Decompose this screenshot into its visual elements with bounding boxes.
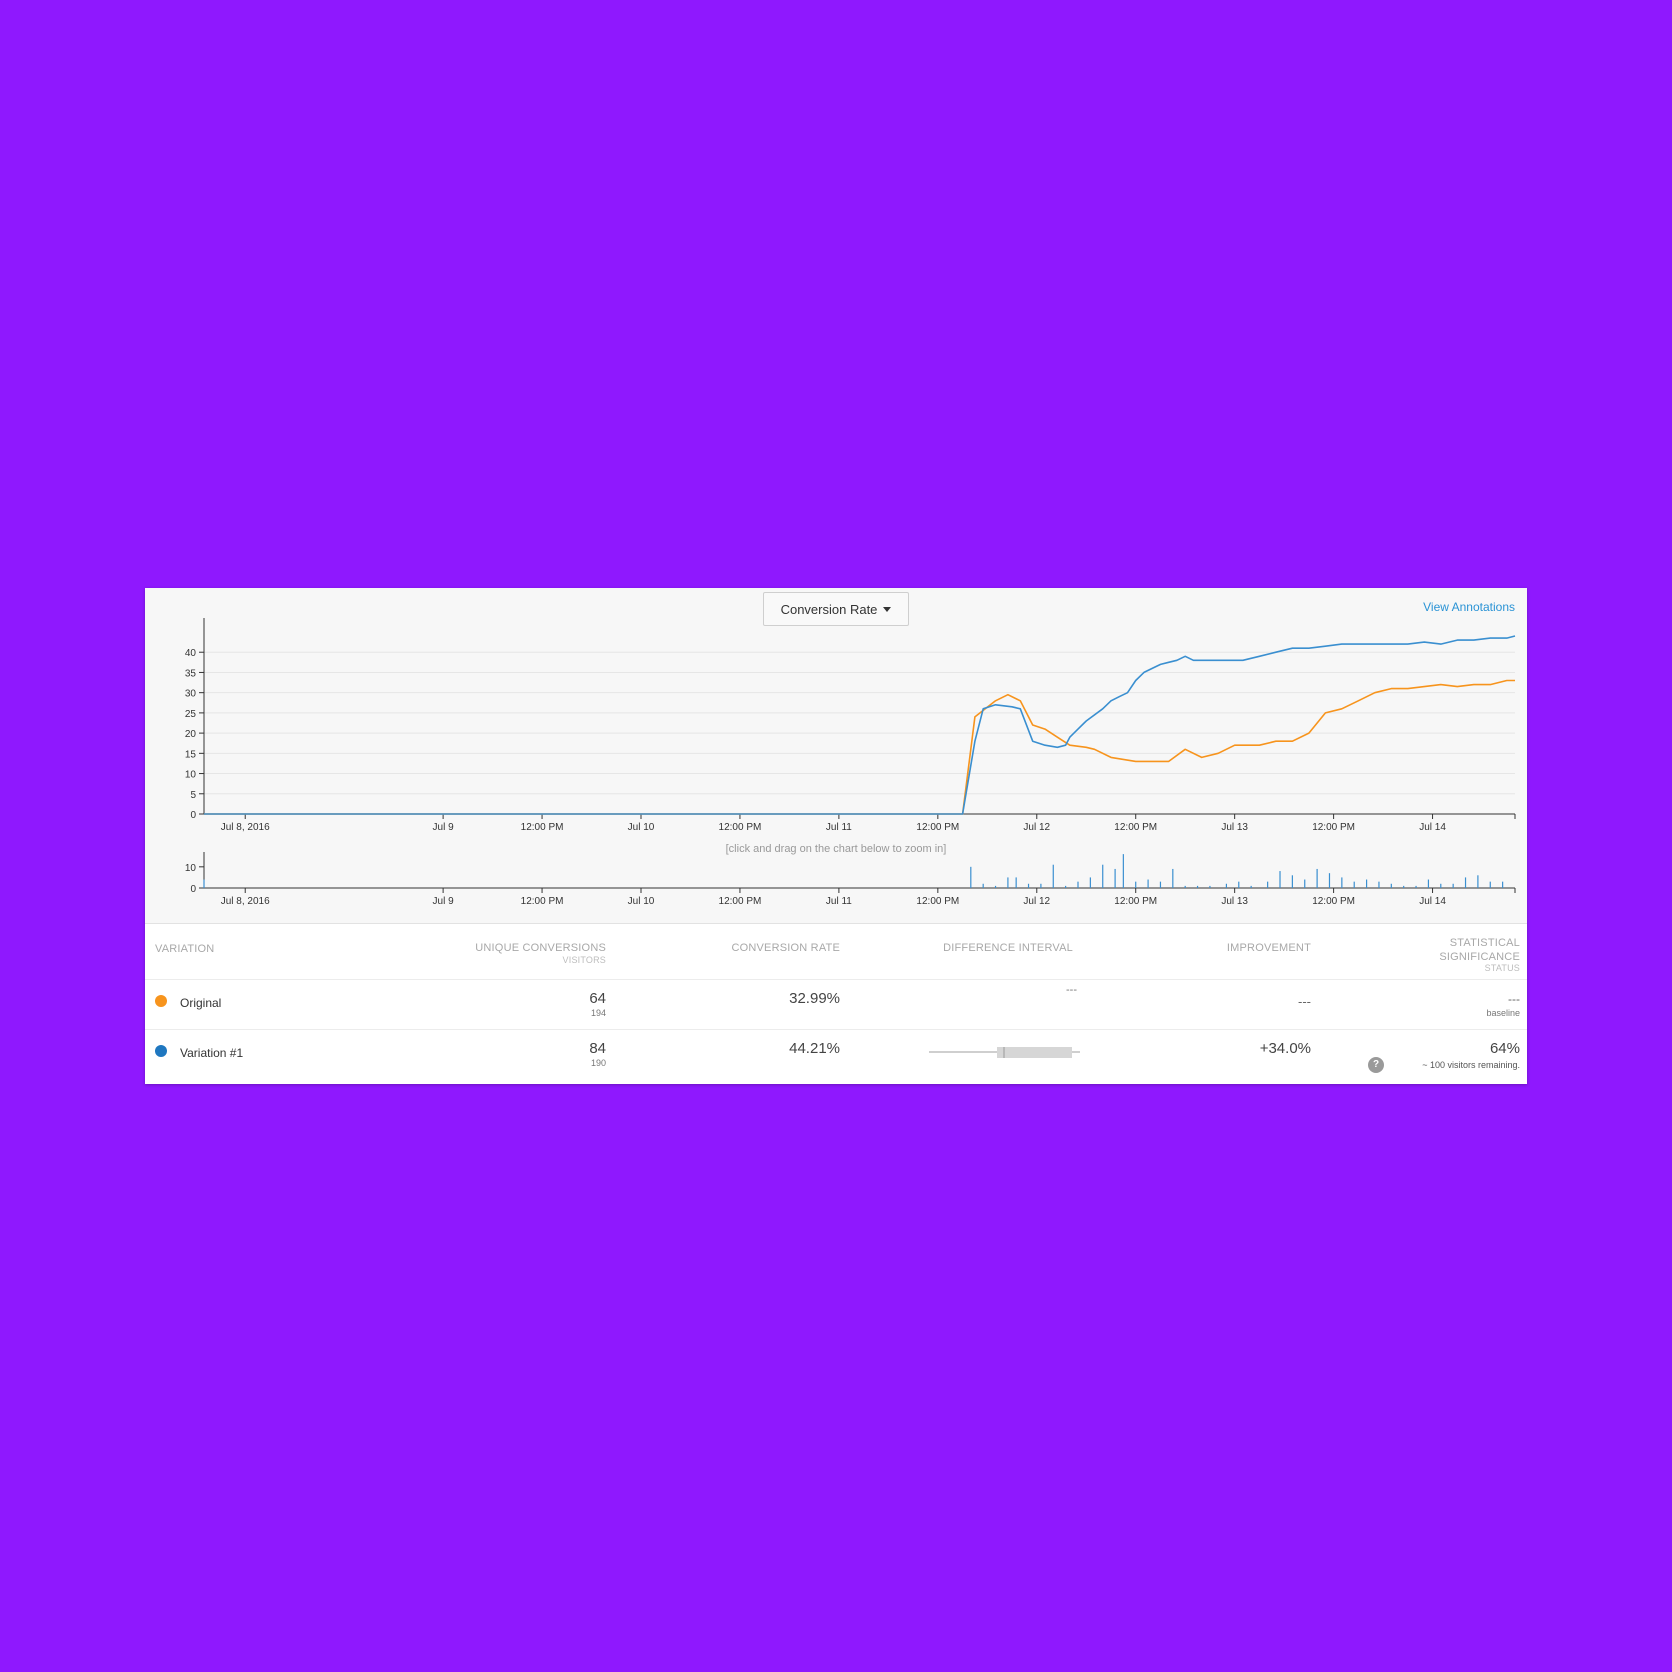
nav-x-tick-label: 12:00 PM [1114, 896, 1157, 907]
x-tick-label: 12:00 PM [719, 822, 762, 833]
nav-x-tick-label: Jul 13 [1221, 896, 1248, 907]
zoom-hint: [click and drag on the chart below to zo… [725, 843, 947, 855]
y-tick-label: 25 [185, 709, 197, 720]
nav-x-tick-label: 12:00 PM [719, 896, 762, 907]
conversions-value: 84 [589, 1040, 606, 1057]
nav-x-tick-label: Jul 8, 2016 [221, 896, 270, 907]
variation-name: Variation #1 [180, 1046, 244, 1060]
table-header: VARIATION UNIQUE CONVERSIONS VISITORS CO… [145, 923, 1527, 980]
y-tick-label: 10 [185, 770, 197, 781]
header-variation: VARIATION [155, 943, 215, 955]
y-tick-label: 35 [185, 668, 197, 679]
caret-down-icon [883, 606, 892, 612]
x-tick-label: Jul 9 [433, 822, 455, 833]
status-text: baseline [1486, 1008, 1520, 1018]
nav-x-tick-label: 12:00 PM [1312, 896, 1355, 907]
original-color-dot [155, 995, 167, 1007]
variation-series-line [204, 635, 1516, 815]
y-tick-label: 0 [190, 810, 196, 821]
x-tick-label: Jul 10 [628, 822, 655, 833]
y-tick-label: 30 [185, 689, 197, 700]
header-significance-line1: STATISTICAL [1449, 937, 1520, 949]
nav-y-tick-label: 0 [190, 884, 196, 895]
x-tick-label: Jul 13 [1221, 822, 1248, 833]
improvement-value: +34.0% [1259, 1040, 1311, 1057]
difference-interval-bar[interactable] [925, 1044, 1085, 1060]
nav-x-tick-label: Jul 12 [1023, 896, 1050, 907]
y-tick-label: 5 [190, 790, 196, 801]
x-tick-label: 12:00 PM [916, 822, 959, 833]
visitors-value: 190 [590, 1058, 606, 1068]
conversion-rate-value: 32.99% [789, 990, 840, 1007]
improvement-value: --- [1298, 994, 1311, 1009]
chart-area: Conversion Rate View Annotations 0 5 10 15 2… [145, 588, 1527, 924]
table-row[interactable]: Variation #1 84 190 44.21% +34.0% 64% ? … [145, 1030, 1527, 1079]
header-conversion-rate: CONVERSION RATE [731, 942, 840, 954]
results-card: Conversion Rate View Annotations 0 5 10 15 2… [145, 588, 1527, 1084]
header-visitors-label: VISITORS [562, 955, 606, 965]
metric-dropdown-button[interactable]: Conversion Rate [763, 592, 909, 626]
nav-x-tick-label: Jul 14 [1419, 896, 1446, 907]
nav-x-tick-label: Jul 10 [628, 896, 655, 907]
header-difference-interval: DIFFERENCE INTERVAL [943, 942, 1073, 954]
x-tick-label: Jul 12 [1023, 822, 1050, 833]
y-tick-label: 20 [185, 729, 197, 740]
table-row[interactable]: Original 64 194 32.99% --- --- --- basel… [145, 980, 1527, 1030]
nav-x-tick-label: Jul 11 [826, 896, 852, 907]
header-improvement: IMPROVEMENT [1226, 942, 1311, 954]
x-tick-label: Jul 8, 2016 [221, 822, 270, 833]
visitors-value: 194 [590, 1008, 606, 1018]
x-tick-label: 12:00 PM [521, 822, 564, 833]
view-annotations-link[interactable]: View Annotations [1423, 600, 1515, 614]
header-significance: STATISTICAL SIGNIFICANCE STATUS [1439, 936, 1520, 975]
y-tick-label: 40 [185, 648, 197, 659]
nav-y-tick-label: 10 [185, 863, 197, 874]
header-conversions: UNIQUE CONVERSIONS VISITORS [475, 942, 606, 965]
original-series-line [204, 679, 1515, 815]
significance-value: --- [1508, 992, 1520, 1006]
x-tick-label: Jul 11 [826, 822, 852, 833]
help-icon[interactable]: ? [1368, 1057, 1384, 1073]
conversion-rate-chart[interactable]: 0 5 10 15 20 25 30 35 40 Jul 8, 2016 Jul 9 12:00 PM… [145, 588, 1527, 838]
zoom-navigator-chart[interactable]: 0 10 Jul 8, 2016 Jul 9 12:00 PM Jul 10 12:00 P… [145, 848, 1527, 923]
results-table: VARIATION UNIQUE CONVERSIONS VISITORS CO… [145, 923, 1527, 1079]
nav-x-tick-label: 12:00 PM [916, 896, 959, 907]
variation-name: Original [180, 996, 222, 1010]
x-tick-label: 12:00 PM [1114, 822, 1157, 833]
y-tick-label: 15 [185, 749, 197, 760]
conversion-rate-value: 44.21% [789, 1040, 840, 1057]
status-text: ~ 100 visitors remaining. [1422, 1060, 1520, 1070]
variation-color-dot [155, 1045, 167, 1057]
difference-interval-value: --- [1066, 984, 1077, 996]
significance-value: 64% [1489, 1040, 1520, 1057]
header-status-label: STATUS [1484, 963, 1520, 973]
x-tick-label: 12:00 PM [1312, 822, 1355, 833]
metric-dropdown-label: Conversion Rate [780, 601, 878, 617]
nav-x-tick-label: Jul 9 [433, 896, 455, 907]
nav-x-tick-label: 12:00 PM [521, 896, 564, 907]
conversions-value: 64 [589, 990, 606, 1007]
x-tick-label: Jul 14 [1419, 822, 1446, 833]
header-significance-line2: SIGNIFICANCE [1439, 951, 1520, 963]
header-conversions-label: UNIQUE CONVERSIONS [475, 942, 606, 954]
